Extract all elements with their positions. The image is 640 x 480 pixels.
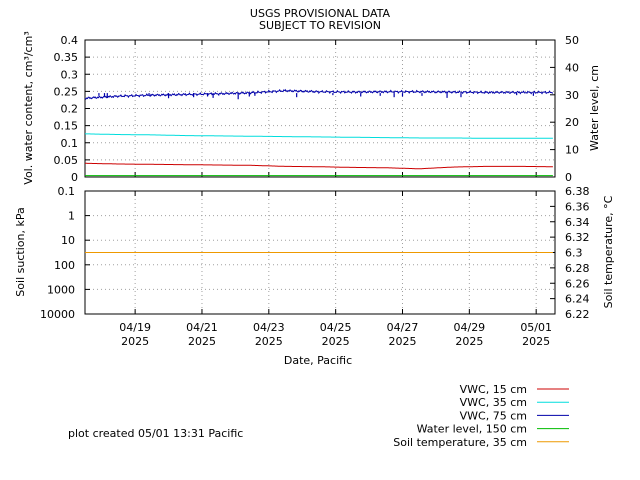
x-tick-label-year: 2025: [255, 335, 283, 348]
x-tick-label-date: 04/25: [320, 321, 352, 334]
top-y-tick-label-left: 0.3: [61, 68, 79, 81]
x-tick-label-date: 04/23: [253, 321, 285, 334]
x-tick-label-date: 04/19: [119, 321, 151, 334]
bottom-y-tick-label-left: 10: [61, 234, 75, 247]
x-tick-label-date: 04/21: [186, 321, 218, 334]
top-y-tick-label-right: 0: [565, 171, 572, 184]
bottom-y-axis-label-left: Soil suction, kPa: [14, 207, 27, 296]
x-tick-label-year: 2025: [121, 335, 149, 348]
x-tick-label-date: 04/29: [453, 321, 485, 334]
x-axis-label: Date, Pacific: [284, 354, 352, 367]
top-y-tick-label-right: 30: [565, 89, 579, 102]
top-y-tick-label-left: 0.05: [54, 154, 79, 167]
bottom-y-tick-label-right: 6.38: [565, 185, 590, 198]
bottom-y-tick-label-left: 0.1: [58, 185, 76, 198]
plot-layer: 0 0.05 0.1 0.15 0.2 0.25 0.3 0.35 0.4 0 10 20 30 40 50…: [14, 31, 615, 348]
legend-label: Water level, 150 cm: [417, 423, 527, 436]
bottom-y-tick-label-right: 6.24: [565, 293, 590, 306]
series-line-vwc-15-cm: [85, 162, 553, 170]
chart-title-line-2: SUBJECT TO REVISION: [259, 19, 381, 32]
top-y-tick-label-right: 50: [565, 34, 579, 47]
bottom-y-tick-label-left: 100: [54, 259, 75, 272]
legend-label: VWC, 75 cm: [460, 409, 527, 422]
series-line-vwc-75-cm: [84, 88, 554, 100]
series-line-vwc-35-cm: [84, 133, 553, 139]
top-y-axis-label-left: Vol. water content, cm³/cm³: [22, 31, 35, 184]
top-y-tick-label-left: 0.35: [54, 51, 79, 64]
bottom-y-tick-label-right: 6.32: [565, 231, 590, 244]
x-tick-label-year: 2025: [388, 335, 416, 348]
bottom-y-tick-label-left: 1: [68, 210, 75, 223]
chart-title-line-1: USGS PROVISIONAL DATA: [250, 7, 391, 20]
top-y-tick-label-left: 0: [71, 171, 78, 184]
top-plot-frame: [84, 39, 556, 178]
legend-label: VWC, 15 cm: [460, 383, 527, 396]
bottom-y-tick-label-right: 6.22: [565, 308, 590, 321]
top-y-tick-label-right: 20: [565, 116, 579, 129]
legend-label: VWC, 35 cm: [460, 396, 527, 409]
top-y-tick-label-left: 0.1: [61, 137, 79, 150]
x-tick-label-year: 2025: [322, 335, 350, 348]
bottom-y-tick-label-right: 6.28: [565, 262, 590, 275]
x-tick-label-year: 2025: [522, 335, 550, 348]
top-y-tick-label-left: 0.4: [61, 34, 79, 47]
bottom-y-tick-label-right: 6.34: [565, 216, 590, 229]
bottom-y-axis-label-right: Soil temperature, °C: [602, 195, 615, 308]
bottom-y-tick-label-left: 1000: [47, 283, 75, 296]
x-tick-label-year: 2025: [455, 335, 483, 348]
bottom-y-tick-label-right: 6.26: [565, 277, 590, 290]
plot-created-note: plot created 05/01 13:31 Pacific: [68, 427, 243, 440]
legend-label: Soil temperature, 35 cm: [393, 436, 527, 449]
top-y-tick-label-left: 0.25: [54, 85, 79, 98]
x-tick-label-date: 04/27: [387, 321, 419, 334]
x-tick-label-date: 05/01: [520, 321, 552, 334]
top-y-tick-label-left: 0.2: [61, 103, 79, 116]
top-y-axis-label-right: Water level, cm: [588, 65, 601, 151]
bottom-y-tick-label-right: 6.3: [565, 247, 583, 260]
top-y-tick-label-left: 0.15: [54, 120, 79, 133]
bottom-y-tick-label-left: 10000: [40, 308, 75, 321]
top-y-tick-label-right: 10: [565, 144, 579, 157]
x-tick-label-year: 2025: [188, 335, 216, 348]
top-y-tick-label-right: 40: [565, 61, 579, 74]
bottom-y-tick-label-right: 6.36: [565, 200, 590, 213]
